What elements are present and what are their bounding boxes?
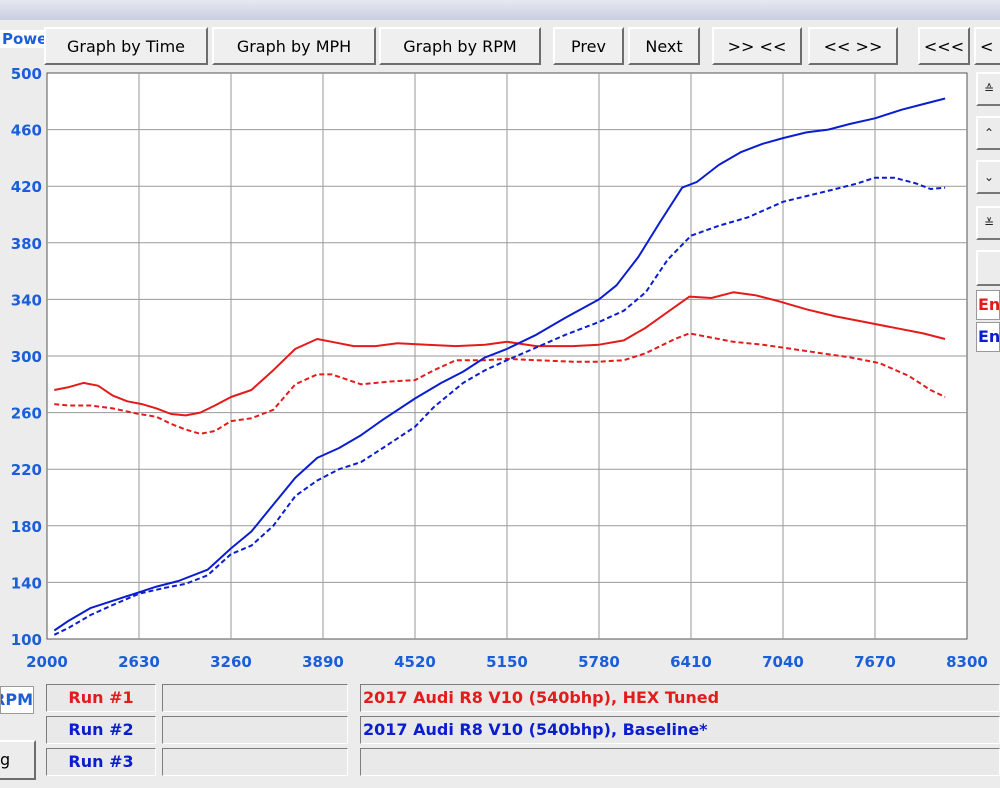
- y-tick-label: 460: [11, 122, 42, 140]
- run3-value-cell: [162, 748, 348, 776]
- x-tick-label: 6410: [670, 653, 712, 671]
- scale-up-fast-button[interactable]: ≙: [976, 72, 1000, 106]
- y-tick-label: 500: [11, 65, 42, 83]
- x-tick-label: 2000: [26, 653, 68, 671]
- series-run2-dashed-line: [53, 176, 946, 636]
- run1-value-cell: [162, 684, 348, 712]
- y-tick-label: 340: [11, 291, 42, 309]
- run3-description[interactable]: [360, 748, 1000, 776]
- scale-up-button[interactable]: ⌃: [976, 116, 1000, 150]
- y-tick-label: 260: [11, 405, 42, 423]
- scroll-left-button[interactable]: <<<: [918, 27, 970, 65]
- chevron-down-icon: ⌄: [983, 170, 995, 184]
- power-axis-label: Powe: [0, 30, 50, 48]
- y-tick-label: 180: [11, 518, 42, 536]
- run2-label[interactable]: Run #2: [46, 716, 156, 744]
- graph-by-mph-button[interactable]: Graph by MPH: [212, 27, 376, 65]
- double-chevron-up-icon: ≙: [983, 82, 995, 96]
- series-run1-dashed-line: [54, 332, 946, 435]
- y-tick-label: 420: [11, 178, 42, 196]
- series-run1-solid-line: [54, 291, 946, 417]
- x-tick-label: 3260: [210, 653, 252, 671]
- legend-run1-engine: Eng: [976, 290, 1000, 320]
- prev-button[interactable]: Prev: [553, 27, 624, 65]
- x-unit-selector[interactable]: RPM: [0, 686, 34, 714]
- run2-description[interactable]: 2017 Audi R8 V10 (540bhp), Baseline*: [360, 716, 1000, 744]
- run2-value-cell: [162, 716, 348, 744]
- dyno-chart: 2000 2630 3260 3890 4520 5150 5780 6410 7040 7670…: [11, 65, 988, 671]
- x-tick-label: 2630: [118, 653, 160, 671]
- x-tick-label: 7670: [854, 653, 896, 671]
- graph-by-rpm-button[interactable]: Graph by RPM: [379, 27, 541, 65]
- window-top-strip: [0, 0, 1000, 20]
- scale-down-button[interactable]: ⌄: [976, 160, 1000, 194]
- x-tick-label: 8300: [946, 653, 988, 671]
- next-button[interactable]: Next: [628, 27, 700, 65]
- x-tick-label: 5150: [486, 653, 528, 671]
- x-tick-label: 3890: [302, 653, 344, 671]
- y-tick-label: 100: [11, 631, 42, 649]
- scroll-left-small-button[interactable]: <: [974, 27, 1000, 65]
- zoom-in-button[interactable]: >> <<: [712, 27, 802, 65]
- zoom-out-button[interactable]: << >>: [808, 27, 898, 65]
- y-tick-label: 380: [11, 235, 42, 253]
- series-run2-solid-line: [53, 97, 946, 632]
- run1-description[interactable]: 2017 Audi R8 V10 (540bhp), HEX Tuned: [360, 684, 1000, 712]
- run1-label[interactable]: Run #1: [46, 684, 156, 712]
- legend-run2-engine: Eng: [976, 322, 1000, 352]
- bottom-left-button[interactable]: g: [0, 740, 36, 780]
- run3-label[interactable]: Run #3: [46, 748, 156, 776]
- scale-down-fast-button[interactable]: ≚: [976, 206, 1000, 240]
- right-blank-button[interactable]: [976, 250, 1000, 286]
- y-tick-label: 140: [11, 574, 42, 592]
- graph-by-time-button[interactable]: Graph by Time: [44, 27, 208, 65]
- x-tick-label: 5780: [578, 653, 620, 671]
- y-tick-label: 300: [11, 348, 42, 366]
- x-tick-label: 7040: [762, 653, 804, 671]
- y-tick-label: 220: [11, 461, 42, 479]
- x-tick-label: 4520: [394, 653, 436, 671]
- chevron-up-icon: ⌃: [983, 126, 995, 140]
- double-chevron-down-icon: ≚: [983, 216, 995, 230]
